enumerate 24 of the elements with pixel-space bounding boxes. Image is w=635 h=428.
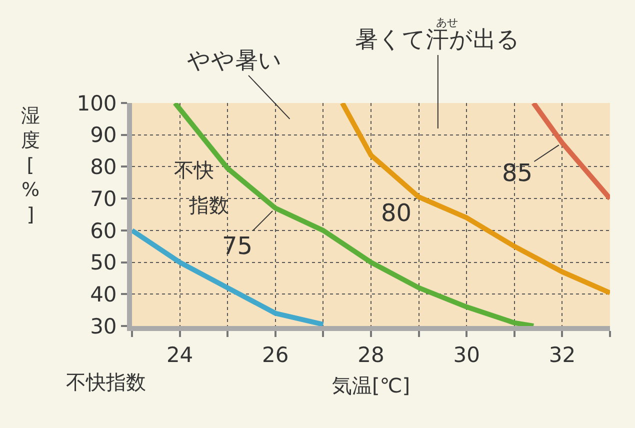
- y-tick-label: 100: [76, 91, 117, 116]
- text: 不快指数: [66, 370, 146, 394]
- x-tick-label: 24: [166, 343, 194, 368]
- x-axis-title: 気温[℃]: [332, 374, 410, 398]
- text: 暑くて汗が出る: [355, 27, 520, 53]
- annotation: 不快: [174, 158, 214, 182]
- x-tick-label: 32: [548, 343, 576, 368]
- y-tick-label: 30: [90, 314, 117, 338]
- y-tick-label: 80: [90, 155, 117, 180]
- y-tick-label: 50: [90, 250, 117, 275]
- x-tick-label: 26: [262, 343, 289, 368]
- y-tick-label: 90: [90, 123, 117, 148]
- series-label: 85: [502, 159, 533, 187]
- y-tick-label: 70: [90, 186, 117, 211]
- x-tick-label: 28: [358, 343, 384, 368]
- y-axis-title: 湿度[%]: [21, 105, 40, 226]
- x-tick-label: 30: [453, 343, 480, 368]
- annotation: 指数: [188, 193, 229, 217]
- text: やや暑い: [187, 48, 282, 74]
- y-tick-label: 40: [90, 282, 117, 306]
- y-tick-label: 60: [90, 218, 117, 243]
- series-label: 75: [222, 232, 253, 260]
- series-label: 80: [381, 199, 412, 227]
- text: あせ: [436, 16, 458, 29]
